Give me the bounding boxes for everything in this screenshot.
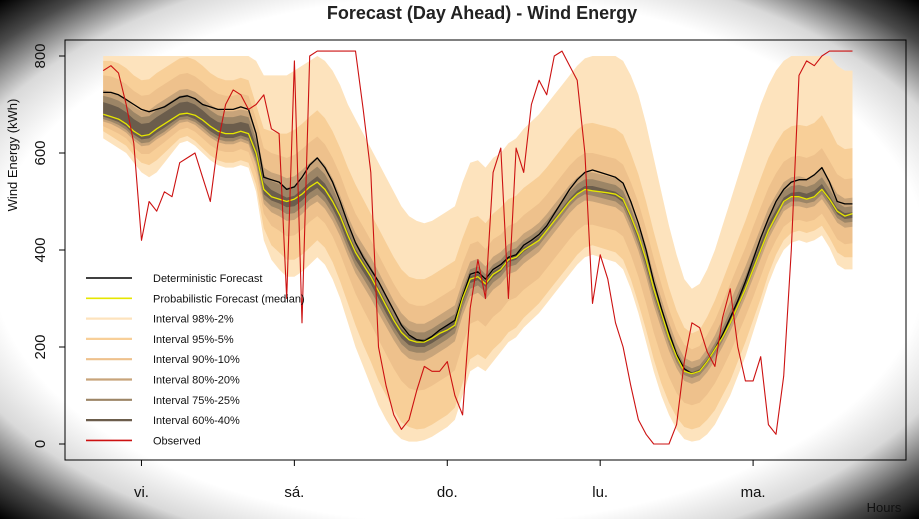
y-tick-label: 0	[32, 440, 49, 448]
forecast-lines	[102, 50, 853, 445]
y-tick-label: 200	[32, 334, 49, 359]
y-tick-label: 400	[32, 237, 49, 262]
x-tick-label: ma.	[741, 484, 766, 501]
x-axis-label: Hours	[867, 500, 902, 515]
x-tick-label: do.	[437, 484, 458, 501]
legend-label-band75: Interval 75%-25%	[153, 395, 240, 407]
y-tick-label: 600	[32, 140, 49, 165]
observed-line	[102, 50, 853, 445]
legend-label-band95: Interval 95%-5%	[153, 334, 234, 346]
legend-label-median: Probabilistic Forecast (median)	[153, 293, 305, 305]
x-axis: vi. sá. do. lu. ma.	[134, 460, 766, 501]
x-tick-label: vi.	[134, 484, 149, 501]
chart-title: Forecast (Day Ahead) - Wind Energy	[327, 3, 637, 23]
y-tick-label: 800	[32, 43, 49, 68]
legend-label-band90: Interval 90%-10%	[153, 354, 240, 366]
x-tick-label: sá.	[284, 484, 304, 501]
legend: Deterministic Forecast Probabilistic Fore…	[86, 273, 305, 447]
legend-label-band80: Interval 80%-20%	[153, 375, 240, 387]
x-tick-label: lu.	[592, 484, 608, 501]
y-axis-label: Wind Energy (kWh)	[5, 99, 20, 212]
deterministic-forecast-line	[103, 91, 853, 375]
legend-label-band98: Interval 98%-2%	[153, 314, 234, 326]
median-forecast-line	[103, 112, 853, 375]
legend-label-band60: Interval 60%-40%	[153, 415, 240, 427]
legend-label-deterministic: Deterministic Forecast	[153, 273, 262, 285]
legend-label-observed: Observed	[153, 435, 201, 447]
y-axis: 0 200 400 600 800	[32, 43, 65, 448]
